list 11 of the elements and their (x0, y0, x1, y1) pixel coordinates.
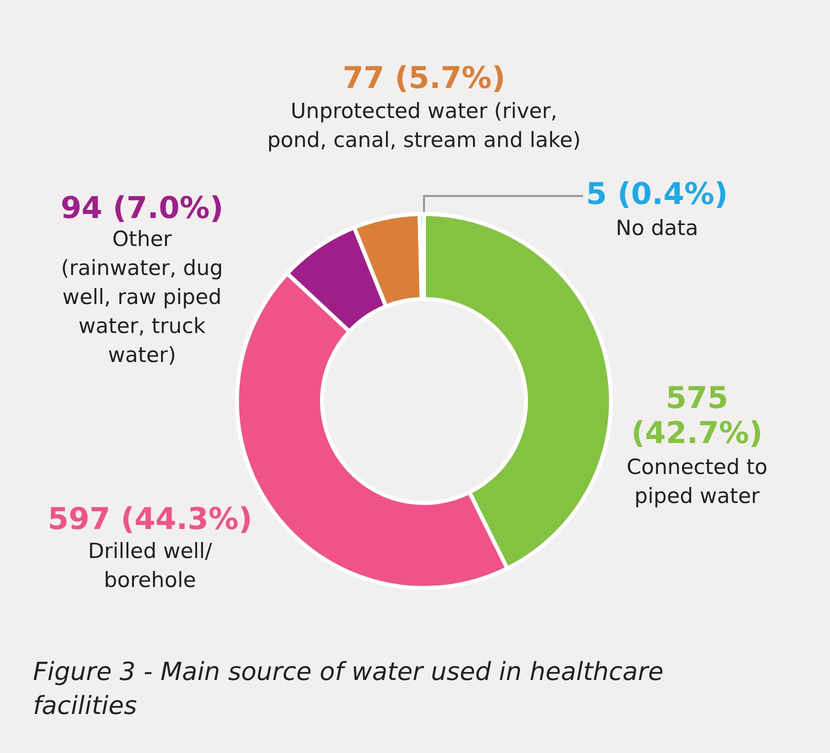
data-label: 575 (42.7%) (631, 381, 763, 451)
caption: Figure 3 - Main source of water used in healthcare facilities (33, 657, 664, 720)
slice-label: No data (616, 216, 698, 240)
slice-label: Connected to piped water (626, 455, 768, 508)
data-label: 94 (7.0%) (60, 191, 224, 226)
data-label: 5 (0.4%) (586, 177, 728, 212)
data-label: 77 (5.7%) (342, 61, 506, 96)
slice-label: Unprotected water (river, pond, canal, stream and lake) (267, 99, 581, 152)
slice-label: Other (rainwater, dug well, raw piped water, truck water) (61, 227, 223, 367)
slice-label: Drilled well/ borehole (88, 539, 213, 592)
data-label: 597 (44.3%) (48, 502, 252, 537)
